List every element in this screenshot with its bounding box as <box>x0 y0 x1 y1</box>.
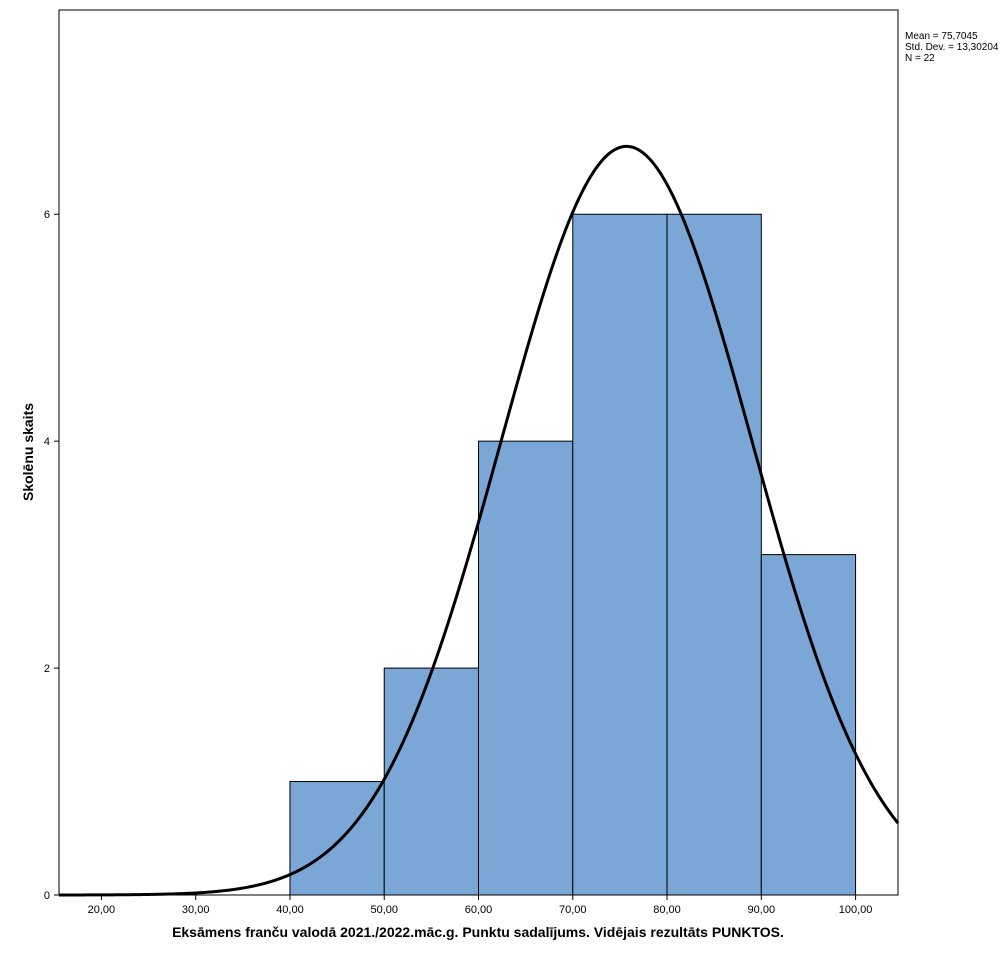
x-tick-label: 60,00 <box>465 904 493 916</box>
histogram-bar-4 <box>572 213 668 896</box>
y-tick-label: 6 <box>44 209 50 221</box>
y-tick-label: 2 <box>44 663 50 675</box>
histogram-bar-6 <box>760 554 857 896</box>
y-axis-title: Skolēnu skaits <box>20 403 36 501</box>
x-tick-label: 40,00 <box>276 904 304 916</box>
x-tick-label: 70,00 <box>559 904 587 916</box>
histogram-bar-3 <box>478 440 574 896</box>
y-axis-ticks: 0 2 4 6 <box>44 209 59 902</box>
histogram-bar-2 <box>383 667 480 896</box>
x-tick-label: 20,00 <box>88 904 116 916</box>
histogram-bars <box>289 213 857 896</box>
x-tick-label: 50,00 <box>370 904 398 916</box>
histogram-bar-5 <box>666 213 762 896</box>
histogram-bar-1 <box>289 781 385 896</box>
x-axis-title: Eksāmens franču valodā 2021./2022.māc.g.… <box>172 924 784 940</box>
stats-mean: Mean = 75,7045 <box>905 31 978 42</box>
y-tick-label: 4 <box>44 436 50 448</box>
stats-std-dev: Std. Dev. = 13,30204 <box>905 42 999 53</box>
x-tick-label: 30,00 <box>182 904 210 916</box>
x-tick-label: 90,00 <box>748 904 776 916</box>
y-tick-label: 0 <box>44 890 50 902</box>
normal-curve <box>59 144 900 897</box>
stats-n: N = 22 <box>905 53 935 64</box>
x-axis-ticks: 20,00 30,00 40,00 50,00 60,00 70,00 80,00 90,00… <box>88 895 873 916</box>
x-tick-label: 80,00 <box>653 904 681 916</box>
x-tick-label: 100,00 <box>839 904 873 916</box>
